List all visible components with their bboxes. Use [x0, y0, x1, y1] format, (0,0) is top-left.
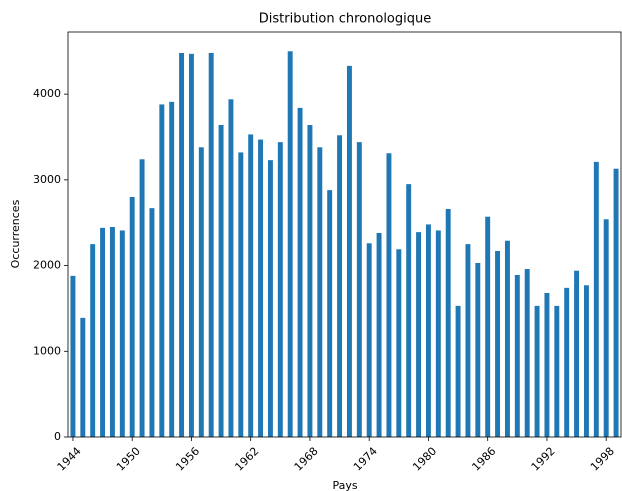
x-tick-label: 1950 — [114, 445, 143, 474]
bar — [198, 147, 204, 438]
bar — [208, 53, 214, 437]
x-tick-label: 1998 — [588, 445, 617, 474]
y-axis-label: Occurrences — [9, 199, 22, 268]
bar — [218, 125, 224, 437]
bar — [603, 219, 609, 437]
bar — [228, 99, 234, 438]
y-tick-label: 0 — [54, 430, 61, 443]
bar — [524, 269, 530, 437]
x-tick-label: 1986 — [469, 445, 498, 474]
bar — [109, 227, 115, 437]
bar — [564, 287, 570, 437]
bar — [574, 270, 580, 437]
bar — [435, 230, 441, 437]
bar — [445, 209, 451, 437]
bar — [337, 135, 343, 438]
bar — [179, 53, 185, 437]
bar — [267, 160, 273, 437]
bar — [346, 65, 352, 437]
bar — [416, 232, 422, 437]
bar — [100, 227, 106, 437]
y-tick-label: 2000 — [33, 259, 61, 272]
bar — [149, 208, 155, 437]
x-tick-label: 1974 — [351, 445, 380, 474]
bar — [544, 293, 550, 437]
bar — [80, 317, 86, 437]
bar — [485, 216, 491, 437]
x-tick-label: 1980 — [410, 445, 439, 474]
bar — [287, 51, 293, 438]
bar — [366, 243, 372, 437]
bar — [593, 161, 599, 437]
bar — [70, 275, 76, 437]
bar — [495, 251, 501, 437]
y-tick-label: 3000 — [33, 173, 61, 186]
bar — [356, 142, 362, 437]
bar — [248, 134, 254, 437]
bar — [307, 125, 313, 437]
bar — [504, 240, 510, 437]
x-tick-label: 1992 — [529, 445, 558, 474]
bar — [514, 275, 520, 437]
bar — [406, 184, 412, 437]
bar — [277, 142, 283, 437]
x-axis-label: Pays — [332, 479, 357, 491]
bar — [475, 263, 481, 437]
plot-frame — [67, 31, 622, 438]
y-tick-label: 4000 — [33, 87, 61, 100]
bar — [317, 147, 323, 438]
bar — [139, 159, 145, 438]
bar — [554, 305, 560, 437]
y-tick-label: 1000 — [33, 344, 61, 357]
bar — [188, 53, 194, 437]
bar — [119, 230, 125, 437]
bar — [169, 101, 175, 437]
x-tick-label: 1956 — [173, 445, 202, 474]
chart-title: Distribution chronologique — [259, 12, 432, 27]
x-tick-label: 1944 — [55, 445, 84, 474]
bar — [396, 249, 402, 437]
bar — [534, 305, 540, 437]
bar — [238, 152, 244, 437]
bar — [159, 104, 165, 437]
x-tick-label: 1968 — [292, 445, 321, 474]
bar — [465, 244, 471, 437]
bar — [386, 153, 392, 438]
bar — [297, 107, 303, 437]
bar — [455, 305, 461, 437]
x-tick-label: 1962 — [232, 445, 261, 474]
bar — [376, 233, 382, 437]
bar — [129, 197, 135, 437]
bar — [327, 190, 333, 437]
bar — [425, 224, 431, 437]
bar — [583, 285, 589, 437]
bar — [613, 168, 619, 437]
bar — [90, 244, 96, 437]
bar — [258, 139, 264, 438]
